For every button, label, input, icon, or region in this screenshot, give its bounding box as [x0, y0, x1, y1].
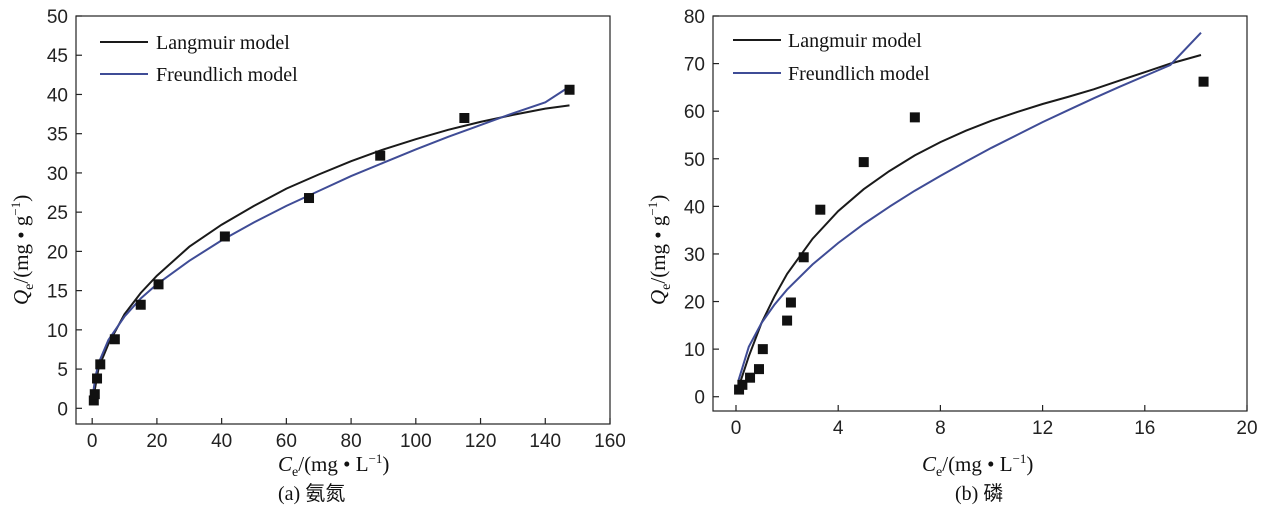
- y-tick-label: 45: [47, 46, 68, 67]
- data-point: [153, 279, 164, 290]
- y-tick-label: 20: [47, 242, 68, 263]
- x-tick-label: 4: [833, 418, 844, 439]
- legend-b: Langmuir model Freundlich model: [733, 30, 930, 85]
- langmuir-curve-a: [92, 104, 570, 400]
- y-tick-label: 10: [684, 340, 705, 361]
- y-tick-label: 30: [684, 245, 705, 266]
- data-point: [737, 379, 748, 390]
- x-tick-label: 20: [146, 431, 167, 452]
- y-tick-label: 60: [684, 102, 705, 123]
- x-tick-label: 80: [341, 431, 362, 452]
- y-tick-label: 20: [684, 293, 705, 314]
- data-point: [858, 157, 869, 168]
- legend-a: Langmuir model Freundlich model: [100, 32, 298, 86]
- y-tick-label: 0: [57, 399, 68, 420]
- data-point: [219, 231, 230, 242]
- y-tick-label: 80: [684, 7, 705, 28]
- data-point: [95, 359, 106, 370]
- legend-label-freundlich-b: Freundlich model: [788, 63, 930, 85]
- data-point: [135, 299, 146, 310]
- x-tick-label: 0: [87, 431, 98, 452]
- x-tick-label: 120: [465, 431, 497, 452]
- x-tick-label: 140: [529, 431, 561, 452]
- x-axis-label-a: Ce/(mg • L−1): [278, 451, 389, 480]
- y-tick-label: 10: [47, 321, 68, 342]
- y-tick-label: 25: [47, 203, 68, 224]
- y-tick-label: 15: [47, 282, 68, 303]
- x-tick-label: 16: [1134, 418, 1155, 439]
- x-tick-label: 40: [211, 431, 232, 452]
- y-axis-label-b: Qe/(mg • g−1): [645, 195, 674, 305]
- data-point: [459, 113, 470, 123]
- data-point: [109, 334, 120, 345]
- x-tick-label: 60: [276, 431, 297, 452]
- data-point: [798, 252, 809, 263]
- y-tick-label: 30: [47, 164, 68, 185]
- y-tick-label: 40: [47, 85, 68, 106]
- x-tick-label: 12: [1032, 418, 1053, 439]
- freundlich-curve-a: [92, 85, 571, 393]
- data-point: [1198, 76, 1209, 87]
- chart-panel-b: 0 4 8 12 16 20 0 10 20 30 40 50 60 70 80 Langmuir mode…: [645, 7, 1258, 505]
- data-point: [815, 204, 826, 215]
- data-point: [564, 84, 575, 95]
- y-tick-label: 5: [57, 360, 68, 381]
- data-point: [909, 112, 920, 123]
- x-tick-label: 160: [594, 431, 626, 452]
- legend-label-langmuir-a: Langmuir model: [156, 32, 290, 54]
- langmuir-curve-b: [737, 54, 1202, 388]
- data-point: [88, 395, 99, 406]
- plot-frame-a: [75, 15, 611, 425]
- y-tick-label: 50: [47, 7, 68, 28]
- legend-label-langmuir-b: Langmuir model: [788, 30, 922, 52]
- x-tick-label: 100: [400, 431, 432, 452]
- data-point: [757, 344, 768, 355]
- plot-frame-b: [712, 15, 1248, 412]
- y-tick-label: 35: [47, 125, 68, 146]
- x-tick-label: 8: [935, 418, 946, 439]
- chart-panel-a: 0 20 40 60 80 100 120 140 160 0 5 10 15 20 25 30 35 40 45 5…: [8, 7, 626, 505]
- x-tick-label: 20: [1236, 418, 1257, 439]
- freundlich-curve-b: [737, 32, 1202, 381]
- caption-b: (b) 磷: [955, 482, 1003, 505]
- x-axis-label-b: Ce/(mg • L−1): [922, 451, 1033, 480]
- legend-label-freundlich-a: Freundlich model: [156, 64, 298, 86]
- data-point: [782, 315, 793, 326]
- data-point: [753, 364, 764, 375]
- y-tick-label: 50: [684, 150, 705, 171]
- data-point: [304, 193, 315, 204]
- data-point: [89, 389, 100, 400]
- x-tick-label: 0: [731, 418, 742, 439]
- data-point: [375, 150, 386, 161]
- y-tick-label: 70: [684, 55, 705, 76]
- data-point: [785, 297, 796, 308]
- caption-a: (a) 氨氮: [278, 482, 345, 505]
- y-axis-label-a: Qe/(mg • g−1): [8, 195, 37, 305]
- y-tick-label: 40: [684, 197, 705, 218]
- data-point: [745, 372, 756, 383]
- data-point: [92, 373, 103, 384]
- y-tick-label: 0: [694, 388, 705, 409]
